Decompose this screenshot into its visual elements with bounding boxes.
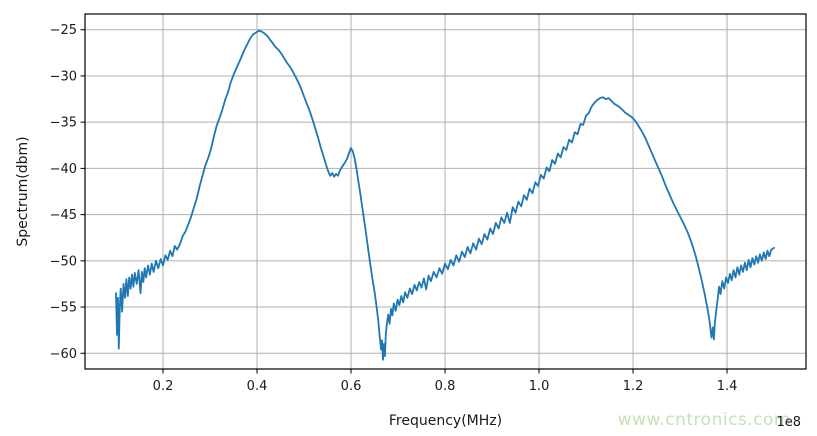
x-tick-label: 1.0 <box>529 379 550 394</box>
y-tick-label: −45 <box>50 208 77 223</box>
y-tick-label: −60 <box>50 347 77 362</box>
y-tick-label: −25 <box>50 23 77 38</box>
grid-lines <box>85 14 806 369</box>
y-tick-label: −35 <box>50 116 77 131</box>
series-spectrum <box>115 29 775 361</box>
x-tick-label: 0.4 <box>247 379 268 394</box>
y-axis-label: Spectrum(dbm) <box>15 136 31 246</box>
x-tick-label: 1.4 <box>717 379 738 394</box>
axis-ticks <box>80 29 728 374</box>
watermark-text: www.cntronics.com <box>617 410 791 430</box>
x-axis-offset-label: 1e8 <box>776 415 801 430</box>
spectrum-line <box>115 29 775 361</box>
y-tick-label: −55 <box>50 301 77 316</box>
x-tick-label: 0.8 <box>435 379 456 394</box>
x-tick-label: 1.2 <box>623 379 644 394</box>
x-tick-label: 0.6 <box>341 379 362 394</box>
y-tick-label: −30 <box>50 69 77 84</box>
tick-labels: 0.2 0.4 0.6 0.8 1.0 1.2 1.4 −25 −30 −35 −40 −45 −50 −… <box>50 23 738 394</box>
x-axis-label: Frequency(MHz) <box>389 413 502 429</box>
x-tick-label: 0.2 <box>153 379 174 394</box>
y-tick-label: −40 <box>50 162 77 177</box>
y-tick-label: −50 <box>50 254 77 269</box>
